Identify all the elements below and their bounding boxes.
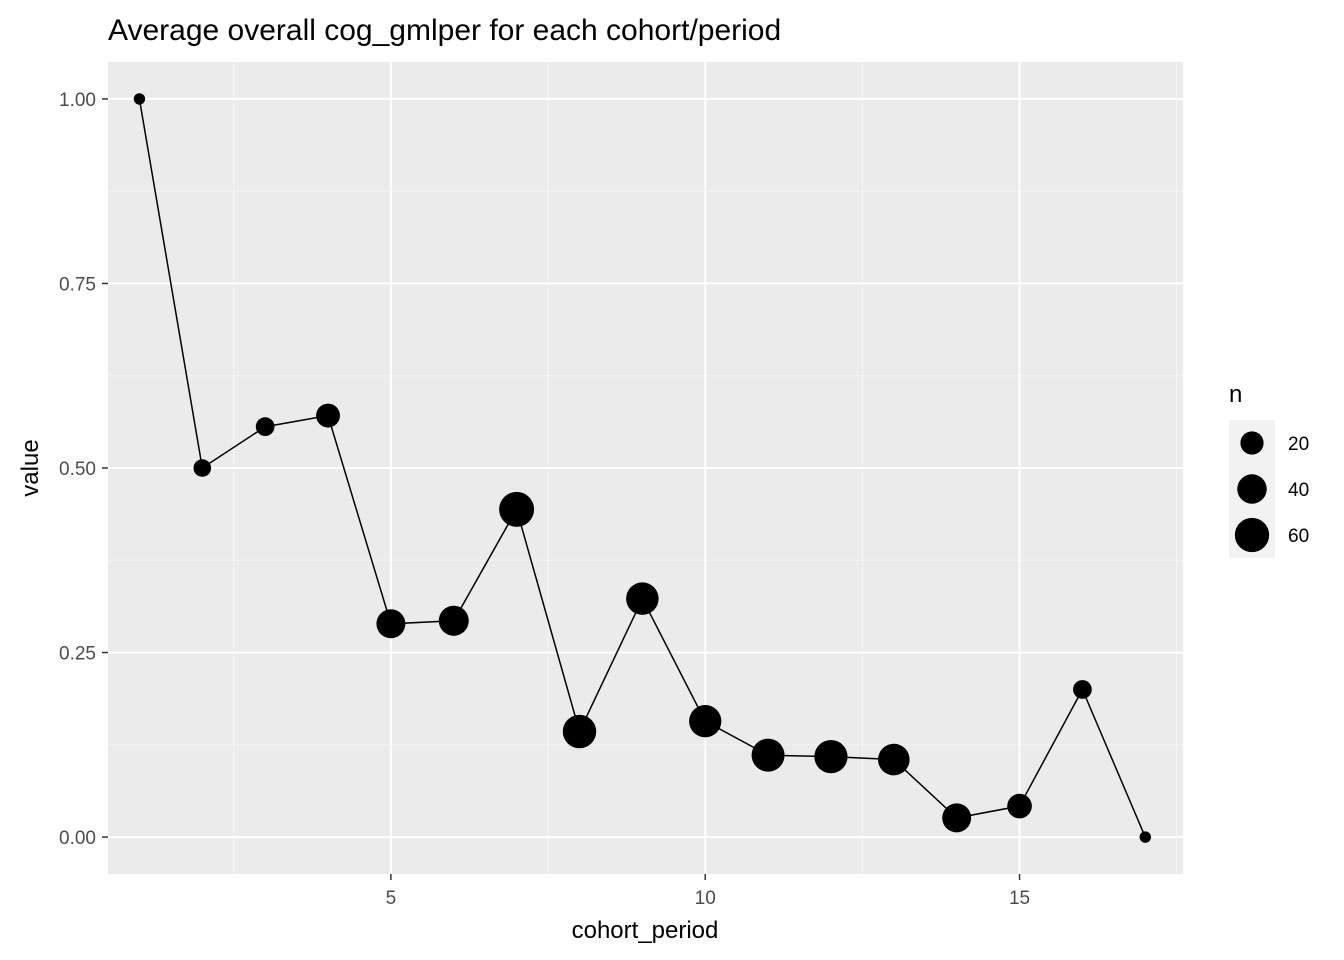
data-point	[133, 93, 146, 105]
data-point	[1139, 831, 1151, 843]
legend-title: n	[1229, 381, 1242, 408]
data-point	[438, 605, 469, 636]
y-tick-label: 0.00	[59, 828, 96, 849]
data-point	[562, 714, 597, 749]
y-tick-label: 0.25	[59, 644, 96, 665]
legend-key-point	[1234, 517, 1270, 553]
x-axis-ticks: 5 10 15	[386, 874, 1030, 909]
y-tick-label: 1.00	[59, 90, 96, 111]
data-point	[626, 582, 659, 615]
y-axis-ticks: 0.00 0.25 0.50 0.75 1.00	[59, 90, 108, 849]
x-tick-label: 10	[695, 888, 716, 909]
data-point	[814, 740, 848, 774]
y-tick-label: 0.50	[59, 459, 96, 480]
data-point	[193, 459, 212, 477]
data-point	[878, 743, 910, 776]
legend-key-point	[1237, 474, 1267, 504]
data-point	[689, 705, 722, 738]
data-point	[751, 738, 785, 772]
data-point	[942, 803, 972, 833]
x-tick-label: 5	[386, 888, 397, 909]
x-tick-label: 15	[1009, 888, 1030, 909]
legend-entry-label: 60	[1288, 526, 1309, 547]
data-points	[133, 93, 1151, 843]
chart-title: Average overall cog_gmlper for each coho…	[108, 14, 781, 47]
data-point	[376, 609, 406, 639]
legend-entry-label: 40	[1288, 480, 1309, 501]
y-axis-title: value	[17, 439, 44, 496]
data-point	[1007, 793, 1032, 819]
x-axis-title: cohort_period	[572, 917, 719, 944]
data-point	[255, 417, 275, 437]
y-tick-label: 0.75	[59, 274, 96, 295]
size-legend: n 20 40 60	[1229, 381, 1309, 558]
data-point	[1073, 680, 1092, 699]
data-point	[316, 403, 341, 428]
data-point	[499, 491, 535, 527]
grid-lines	[108, 62, 1183, 874]
legend-entry-label: 20	[1288, 434, 1309, 455]
legend-key-point	[1240, 431, 1264, 455]
